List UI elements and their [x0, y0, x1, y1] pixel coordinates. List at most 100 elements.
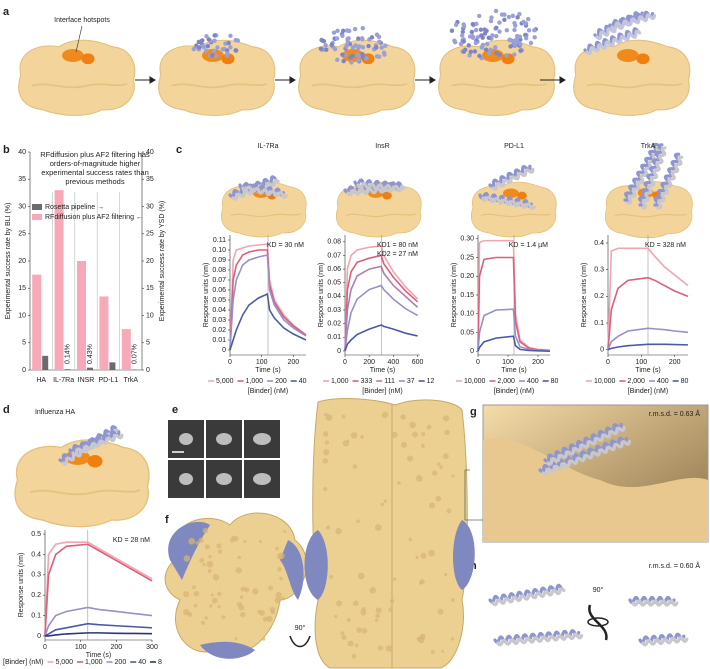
- map-texture: [183, 411, 455, 659]
- y-axis-label: Response units (nm): [203, 263, 210, 328]
- map-bump: [437, 608, 444, 615]
- legend-title: [Binder] (nM): [3, 659, 43, 666]
- noise-atom: [206, 37, 211, 42]
- map-bump: [323, 449, 330, 456]
- noise-atom: [379, 45, 384, 50]
- map-bump: [385, 645, 393, 652]
- noise-atom: [488, 18, 494, 24]
- y2-axis-label: Experimental success rate by YSD (%): [159, 201, 166, 321]
- kd-annotation: KD2 = 27 nM: [377, 251, 418, 258]
- noise-atom: [494, 50, 499, 56]
- noise-atom: [318, 46, 324, 51]
- noise-atom: [319, 37, 324, 43]
- map-bump: [441, 649, 445, 653]
- map-bump: [383, 499, 388, 503]
- y-tick-label: 0.2: [31, 592, 41, 599]
- x-tick-label: 0: [343, 359, 347, 366]
- noise-atom: [506, 14, 512, 20]
- noise-atom: [523, 21, 529, 26]
- noise-atom: [517, 11, 522, 17]
- legend-label: 400: [527, 378, 539, 385]
- map-bump: [208, 554, 212, 559]
- noise-atom: [226, 40, 231, 46]
- map-bump: [275, 546, 279, 551]
- map-bump: [329, 575, 334, 579]
- y-tick-label: 0.03: [327, 307, 341, 314]
- noise-atom: [483, 47, 489, 52]
- map-bump: [334, 614, 338, 619]
- rotation-label: 90°: [593, 586, 604, 594]
- cryoem-map: [312, 398, 468, 669]
- binder-density: [453, 520, 475, 590]
- x-tick-label: IL-7Ra: [53, 377, 74, 384]
- y-tick-label: 0.20: [460, 273, 474, 280]
- map-bump: [412, 431, 418, 438]
- y-tick-label: 0.30: [460, 236, 474, 243]
- map-bump: [341, 414, 346, 419]
- helix: [71, 433, 124, 456]
- map-bump: [426, 424, 432, 430]
- y-tick-label: 0.3: [31, 572, 41, 579]
- bar: [121, 329, 131, 370]
- noise-atom: [487, 51, 492, 57]
- particle: [179, 473, 193, 485]
- panel-h: r.m.s.d. = 0.60 Å 90°: [587, 561, 700, 641]
- y-tick-label: 0.06: [327, 266, 341, 273]
- helix: [628, 595, 676, 605]
- noise-atom: [472, 49, 478, 54]
- y-tick-label: 25: [18, 231, 26, 238]
- noise-atom: [504, 28, 509, 33]
- y-tick-label: 0.04: [327, 293, 341, 300]
- map-bump: [335, 527, 342, 535]
- legend-title: [Binder] (nM): [494, 388, 534, 395]
- y-tick-label: 0: [22, 367, 26, 374]
- y-axis-label: Response units (nm): [581, 263, 588, 328]
- panel-a: Interface hotspots: [17, 8, 691, 117]
- map-bump: [420, 552, 427, 559]
- map-bump: [417, 636, 425, 644]
- noise-atom: [340, 52, 345, 57]
- map-bump: [323, 486, 328, 492]
- map-bump: [435, 495, 442, 502]
- x-tick-label: INSR: [78, 377, 95, 384]
- map-bump: [231, 535, 236, 540]
- y2-tick-label: 15: [146, 285, 154, 292]
- noise-atom: [360, 45, 366, 50]
- map-bump: [275, 591, 282, 598]
- legend-label: 80: [681, 378, 689, 385]
- y-tick-label: 0.08: [212, 267, 226, 274]
- panel-letter: d: [3, 404, 10, 416]
- sensorgram: [44, 541, 153, 636]
- noise-atom: [512, 42, 517, 47]
- noise-atom: [466, 43, 471, 48]
- helix: [541, 439, 632, 476]
- legend-label: 1,000: [85, 659, 103, 666]
- map-bump: [375, 613, 380, 619]
- noise-atom: [225, 51, 230, 56]
- value-label: 0.43%: [87, 344, 94, 364]
- x-axis-label: Time (s): [635, 367, 660, 374]
- y-tick-label: 0: [37, 633, 41, 640]
- noise-atom: [508, 44, 513, 49]
- y-tick-label: 0.06: [212, 287, 226, 294]
- map-bump: [356, 627, 363, 633]
- map-bump: [237, 555, 241, 560]
- map-bump: [360, 609, 367, 616]
- map-bump: [234, 637, 238, 641]
- legend-label: RFdiffusion plus AF2 filtering ←: [45, 214, 143, 221]
- noise-atom: [507, 37, 513, 42]
- legend-swatch: [32, 214, 42, 220]
- map-bump: [442, 453, 449, 460]
- map-bump: [377, 645, 384, 651]
- noise-atom: [449, 28, 455, 33]
- map-bump: [420, 443, 425, 448]
- particle: [216, 473, 232, 485]
- sensorgram: [344, 284, 418, 352]
- y-tick-label: 0.15: [460, 292, 474, 299]
- rotation-arrow: [588, 604, 608, 641]
- y2-tick-label: 10: [146, 312, 154, 319]
- helix: [238, 181, 285, 197]
- noise-atom: [477, 13, 482, 19]
- map-bump: [407, 455, 414, 462]
